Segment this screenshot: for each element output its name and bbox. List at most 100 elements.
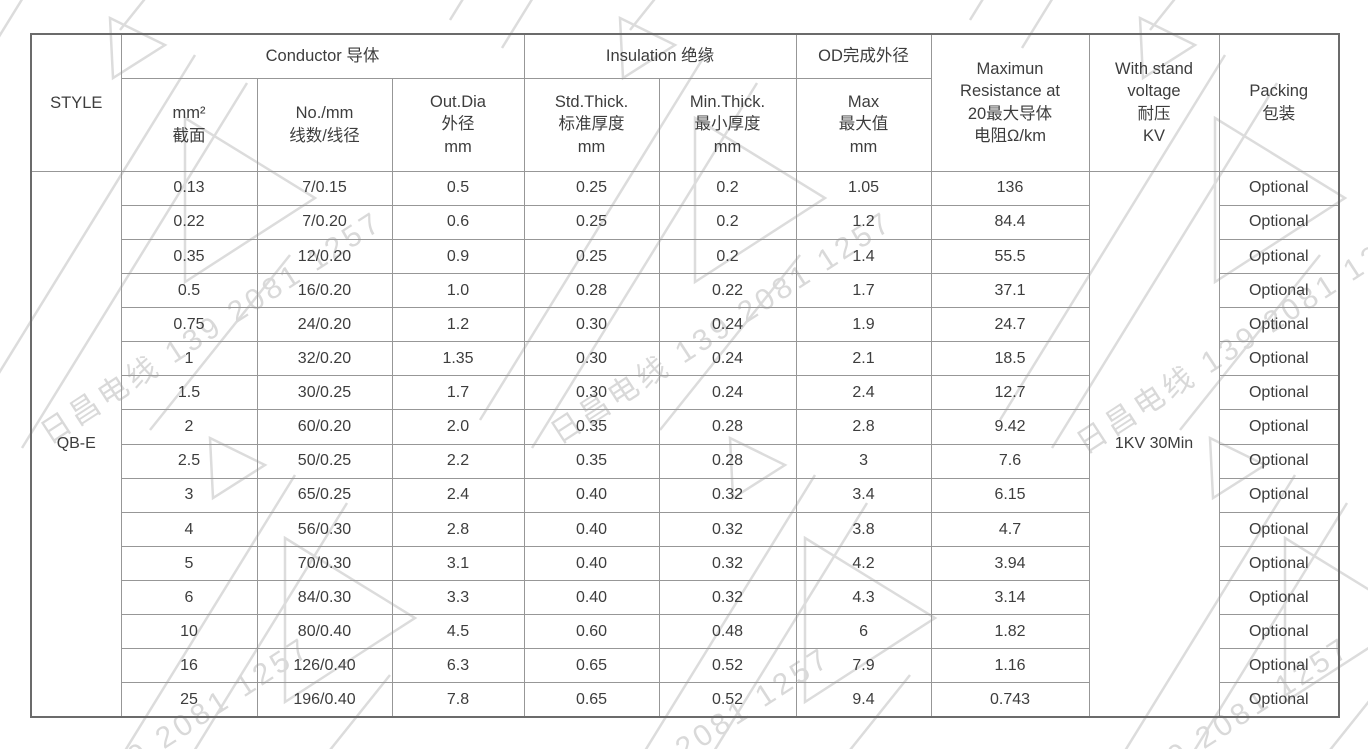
- cell-packing: Optional: [1218, 272, 1340, 309]
- cell-std-thick: 0.40: [523, 545, 660, 582]
- cell-resistance: 12.7: [930, 375, 1090, 411]
- cell-std-thick: 0.65: [523, 648, 660, 684]
- cell-out-dia: 3.3: [391, 579, 525, 616]
- cell-std-thick: 0.25: [523, 204, 660, 240]
- cell-mm2: 5: [120, 545, 258, 582]
- cell-min-thick: 0.24: [658, 306, 797, 343]
- cell-od-max: 1.9: [795, 306, 932, 343]
- cell-min-thick: 0.28: [658, 443, 797, 479]
- cell-out-dia: 2.0: [391, 409, 525, 445]
- cell-od-max: 1.7: [795, 272, 932, 309]
- cell-min-thick: 0.2: [658, 238, 797, 274]
- cell-min-thick: 0.32: [658, 579, 797, 616]
- cell-no-mm: 70/0.30: [256, 545, 393, 582]
- cell-std-thick: 0.40: [523, 477, 660, 513]
- cell-resistance: 55.5: [930, 238, 1090, 274]
- cell-packing: Optional: [1218, 443, 1340, 479]
- cell-packing: Optional: [1218, 682, 1340, 718]
- cell-std-thick: 0.30: [523, 375, 660, 411]
- cell-mm2: 2: [120, 409, 258, 445]
- cell-std-thick: 0.30: [523, 306, 660, 343]
- cell-packing: Optional: [1218, 614, 1340, 650]
- header-std-thick: Std.Thick. 标准厚度 mm: [523, 77, 660, 172]
- cell-out-dia: 0.9: [391, 238, 525, 274]
- cell-no-mm: 7/0.15: [256, 170, 393, 206]
- cell-no-mm: 196/0.40: [256, 682, 393, 718]
- cell-packing: Optional: [1218, 170, 1340, 206]
- header-out-dia: Out.Dia 外径 mm: [391, 77, 525, 172]
- header-no-mm: No./mm 线数/线径: [256, 77, 393, 172]
- cell-out-dia: 6.3: [391, 648, 525, 684]
- cell-packing: Optional: [1218, 477, 1340, 513]
- cell-out-dia: 1.2: [391, 306, 525, 343]
- cell-min-thick: 0.52: [658, 648, 797, 684]
- cell-out-dia: 1.7: [391, 375, 525, 411]
- cell-od-max: 6: [795, 614, 932, 650]
- cell-min-thick: 0.24: [658, 341, 797, 377]
- cell-out-dia: 2.8: [391, 511, 525, 547]
- cell-out-dia: 1.35: [391, 341, 525, 377]
- cell-min-thick: 0.52: [658, 682, 797, 718]
- cell-std-thick: 0.65: [523, 682, 660, 718]
- cell-packing: Optional: [1218, 341, 1340, 377]
- cell-resistance: 4.7: [930, 511, 1090, 547]
- header-min-thick: Min.Thick. 最小厚度 mm: [658, 77, 797, 172]
- cell-mm2: 0.13: [120, 170, 258, 206]
- header-withstand-voltage: With stand voltage 耐压 KV: [1088, 33, 1220, 172]
- cell-od-max: 7.9: [795, 648, 932, 684]
- cell-min-thick: 0.48: [658, 614, 797, 650]
- cell-mm2: 10: [120, 614, 258, 650]
- spec-table-body: QB-E 0.13 7/0.15 0.5 0.25 0.2 1.05 136 1KV 30Min…: [30, 170, 1340, 718]
- cell-no-mm: 60/0.20: [256, 409, 393, 445]
- header-resistance: Maximun Resistance at 20最大导体 电阻Ω/km: [930, 33, 1090, 172]
- cell-od-max: 2.1: [795, 341, 932, 377]
- cell-std-thick: 0.35: [523, 443, 660, 479]
- cell-no-mm: 24/0.20: [256, 306, 393, 343]
- cell-od-max: 3.8: [795, 511, 932, 547]
- cell-no-mm: 84/0.30: [256, 579, 393, 616]
- cell-out-dia: 1.0: [391, 272, 525, 309]
- cell-od-max: 2.8: [795, 409, 932, 445]
- header-group-insulation: Insulation 绝缘: [523, 33, 797, 79]
- cell-resistance: 3.94: [930, 545, 1090, 582]
- cell-no-mm: 56/0.30: [256, 511, 393, 547]
- cell-std-thick: 0.60: [523, 614, 660, 650]
- cell-resistance: 1.82: [930, 614, 1090, 650]
- cell-packing: Optional: [1218, 545, 1340, 582]
- cell-od-max: 9.4: [795, 682, 932, 718]
- cell-resistance: 7.6: [930, 443, 1090, 479]
- cell-min-thick: 0.32: [658, 477, 797, 513]
- cell-out-dia: 2.4: [391, 477, 525, 513]
- cell-std-thick: 0.25: [523, 238, 660, 274]
- cell-mm2: 16: [120, 648, 258, 684]
- cell-std-thick: 0.40: [523, 579, 660, 616]
- cell-mm2: 2.5: [120, 443, 258, 479]
- cell-resistance: 37.1: [930, 272, 1090, 309]
- cell-no-mm: 16/0.20: [256, 272, 393, 309]
- cell-withstand-voltage-value: 1KV 30Min: [1088, 170, 1220, 718]
- cell-no-mm: 65/0.25: [256, 477, 393, 513]
- cell-packing: Optional: [1218, 511, 1340, 547]
- cell-od-max: 1.05: [795, 170, 932, 206]
- cell-packing: Optional: [1218, 648, 1340, 684]
- cell-mm2: 4: [120, 511, 258, 547]
- cell-od-max: 4.3: [795, 579, 932, 616]
- cell-od-max: 4.2: [795, 545, 932, 582]
- cell-min-thick: 0.32: [658, 511, 797, 547]
- cell-style-value: QB-E: [30, 170, 122, 718]
- cell-std-thick: 0.25: [523, 170, 660, 206]
- cell-std-thick: 0.28: [523, 272, 660, 309]
- cell-resistance: 18.5: [930, 341, 1090, 377]
- header-group-conductor: Conductor 导体: [120, 33, 525, 79]
- header-packing: Packing 包装: [1218, 33, 1340, 172]
- cell-out-dia: 0.6: [391, 204, 525, 240]
- cell-min-thick: 0.2: [658, 170, 797, 206]
- cell-no-mm: 7/0.20: [256, 204, 393, 240]
- cell-resistance: 6.15: [930, 477, 1090, 513]
- cell-min-thick: 0.2: [658, 204, 797, 240]
- cell-resistance: 0.743: [930, 682, 1090, 718]
- cell-mm2: 0.5: [120, 272, 258, 309]
- cell-od-max: 1.4: [795, 238, 932, 274]
- cell-od-max: 2.4: [795, 375, 932, 411]
